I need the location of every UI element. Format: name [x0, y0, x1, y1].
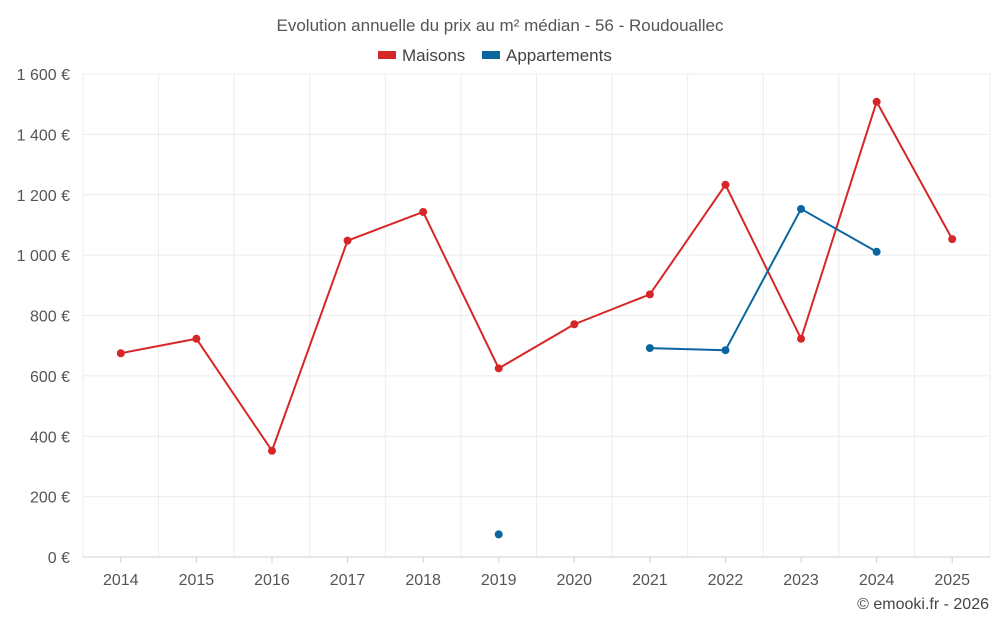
data-point-appartements[interactable] — [645, 344, 654, 353]
y-tick-label: 200 € — [30, 490, 70, 507]
y-tick-label: 1 000 € — [17, 248, 70, 265]
data-point-appartements[interactable] — [797, 204, 806, 213]
chart-title: Evolution annuelle du prix au m² médian … — [277, 16, 724, 35]
y-tick-label: 1 200 € — [17, 188, 70, 205]
x-tick-label: 2019 — [481, 572, 517, 589]
x-tick-label: 2024 — [859, 572, 895, 589]
series-line-appartements — [649, 207, 878, 352]
y-axis: 0 € 200 € 400 € 600 € 800 € 1 000 € 1 200 € 1 4… — [17, 67, 70, 567]
data-point-maisons[interactable] — [872, 97, 881, 106]
legend-swatch-appartements — [482, 51, 500, 59]
data-point-appartements[interactable] — [872, 247, 881, 256]
legend-label-appartements: Appartements — [506, 46, 612, 65]
legend-label-maisons: Maisons — [402, 46, 465, 65]
data-point-maisons[interactable] — [948, 235, 957, 244]
series-group — [116, 97, 957, 539]
credit-text: © emooki.fr - 2026 — [857, 596, 989, 613]
y-tick-label: 800 € — [30, 309, 70, 326]
data-point-maisons[interactable] — [343, 236, 352, 245]
legend: Maisons Appartements — [378, 46, 612, 65]
data-point-appartements[interactable] — [494, 530, 503, 539]
x-tick-label: 2023 — [783, 572, 819, 589]
data-point-maisons[interactable] — [419, 207, 428, 216]
y-tick-label: 1 400 € — [17, 127, 70, 144]
grid — [82, 73, 991, 557]
legend-swatch-maisons — [378, 51, 396, 59]
data-point-maisons[interactable] — [721, 180, 730, 189]
x-tick-label: 2025 — [934, 572, 970, 589]
y-tick-label: 400 € — [30, 429, 70, 446]
y-tick-label: 1 600 € — [17, 67, 70, 84]
x-tick-label: 2018 — [405, 572, 441, 589]
data-point-maisons[interactable] — [494, 364, 503, 373]
x-tick-label: 2020 — [556, 572, 592, 589]
x-tick-label: 2015 — [179, 572, 215, 589]
data-point-maisons[interactable] — [797, 334, 806, 343]
legend-item-appartements[interactable]: Appartements — [482, 46, 612, 65]
data-point-maisons[interactable] — [192, 334, 201, 343]
data-point-maisons[interactable] — [645, 290, 654, 299]
series-line-maisons — [120, 100, 954, 452]
x-tick-label: 2014 — [103, 572, 139, 589]
data-point-maisons[interactable] — [570, 320, 579, 329]
y-tick-label: 0 € — [48, 550, 70, 567]
legend-item-maisons[interactable]: Maisons — [378, 46, 465, 65]
x-tick-label: 2021 — [632, 572, 668, 589]
data-point-appartements[interactable] — [721, 346, 730, 355]
data-point-maisons[interactable] — [116, 349, 125, 358]
x-tick-label: 2016 — [254, 572, 290, 589]
y-tick-label: 600 € — [30, 369, 70, 386]
data-point-maisons[interactable] — [267, 446, 276, 455]
x-tick-label: 2017 — [330, 572, 366, 589]
x-axis: 2014 2015 2016 2017 2018 2019 2020 2021 2022 2023… — [83, 556, 990, 589]
x-tick-label: 2022 — [708, 572, 744, 589]
